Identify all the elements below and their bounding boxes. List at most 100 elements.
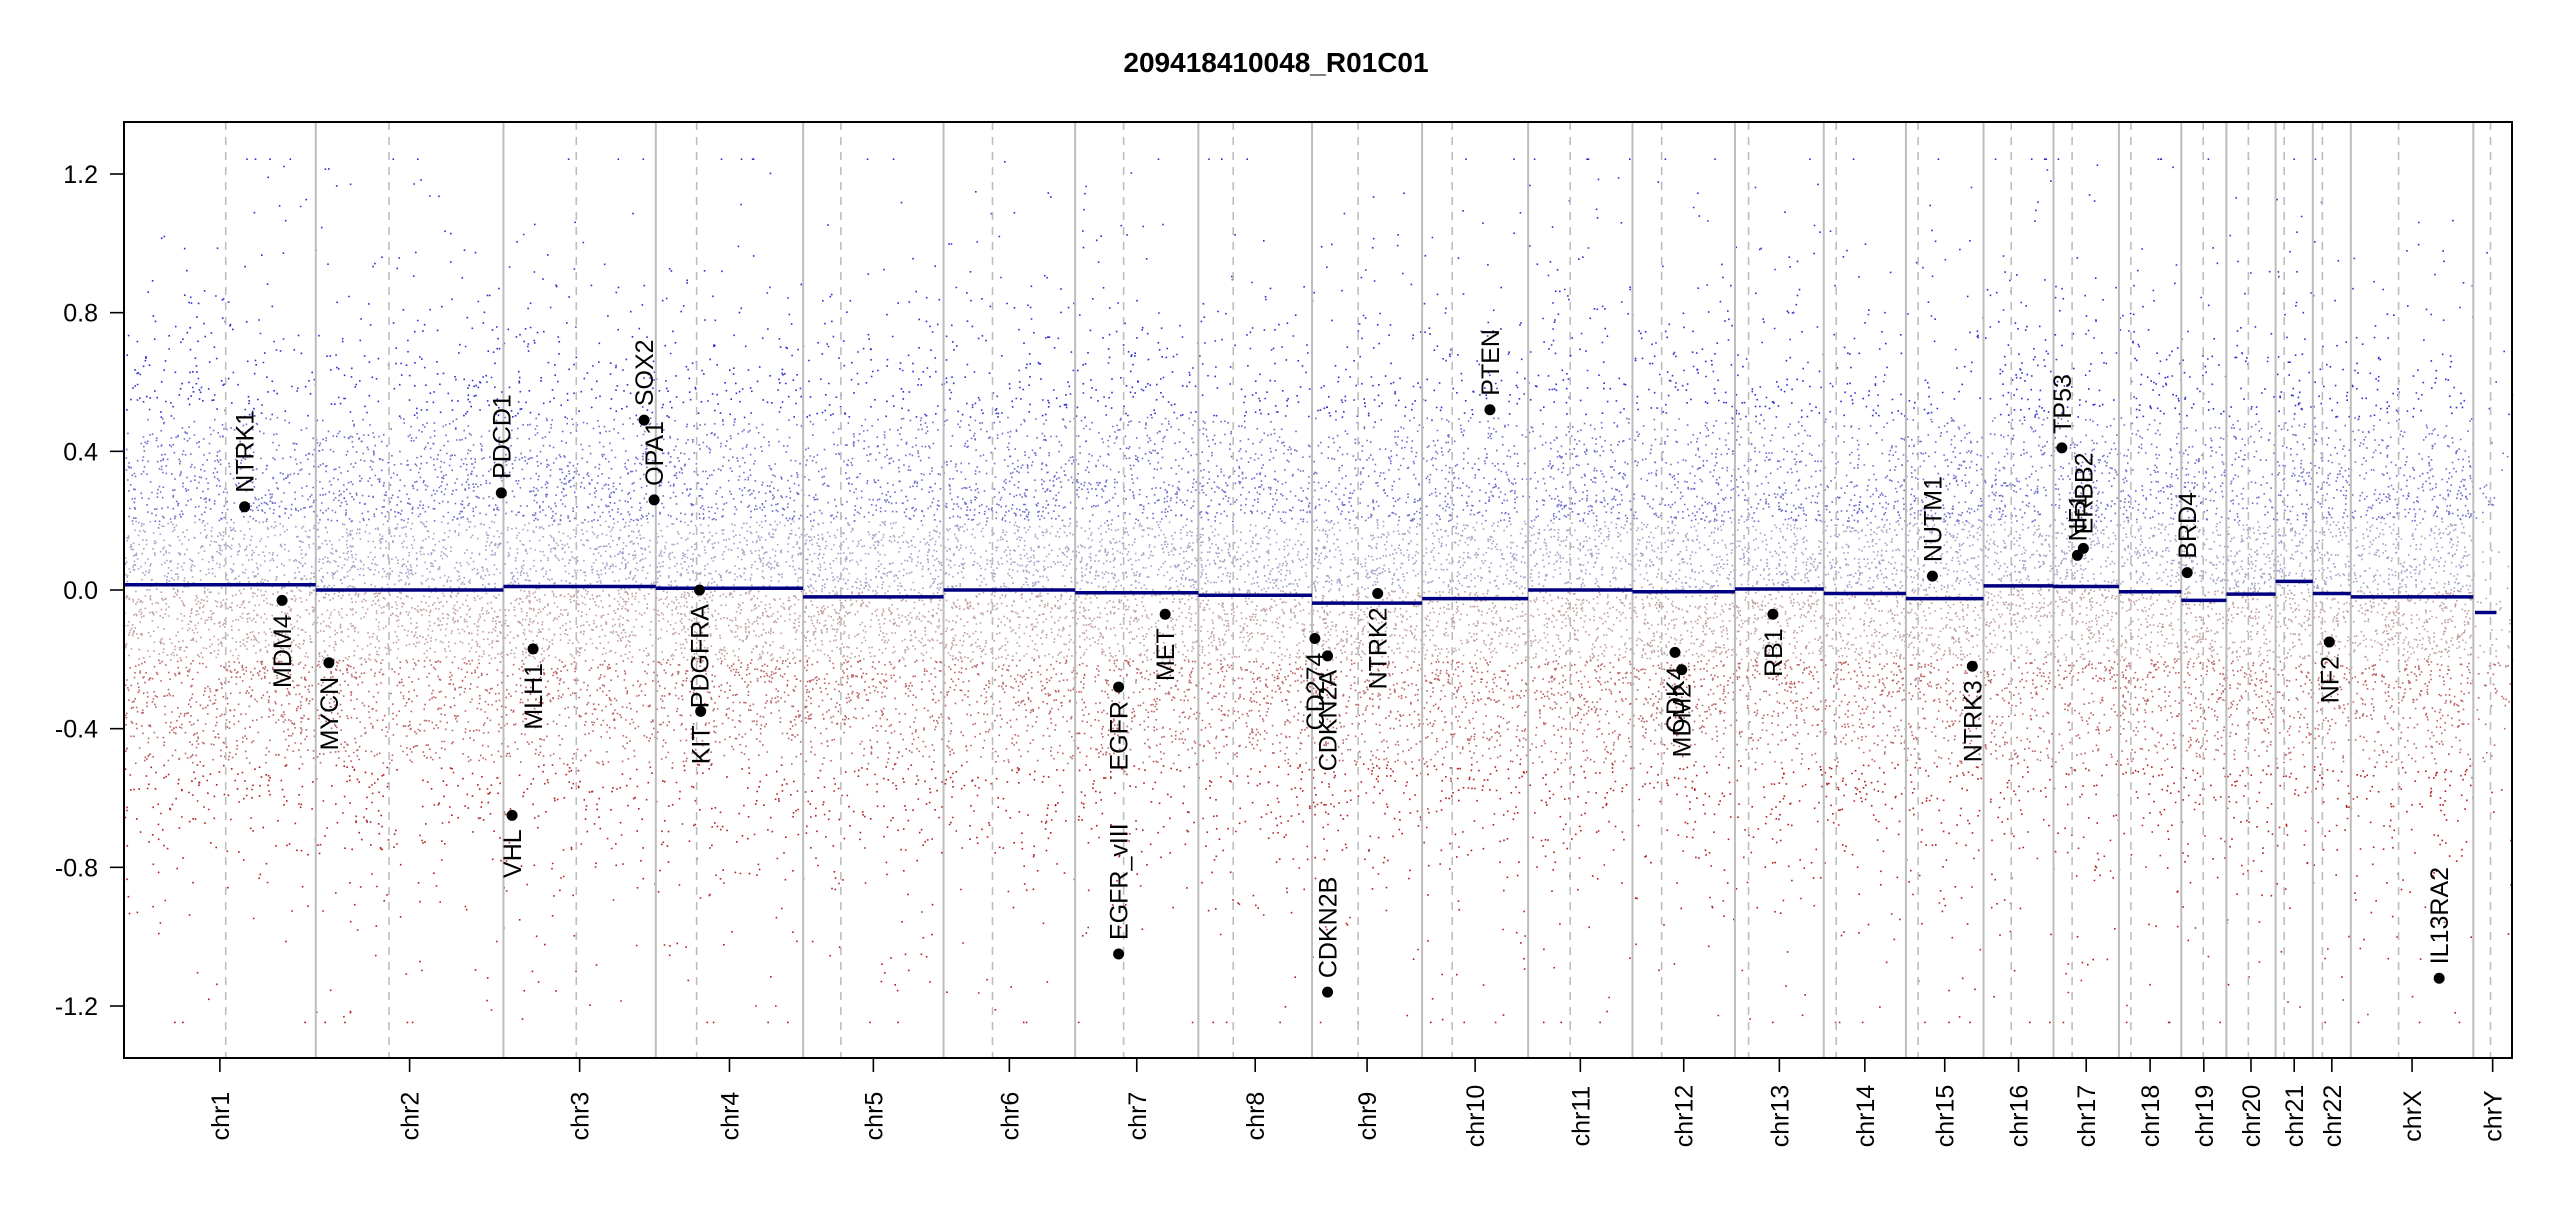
gene-point-EGFR — [1113, 681, 1125, 693]
gene-point-PDGFRA — [694, 584, 706, 596]
chromosome-label: chr16 — [2006, 1085, 2034, 1148]
gene-point-NTRK2 — [1372, 587, 1384, 599]
gene-point-EGFR_vIII — [1113, 948, 1125, 960]
chromosome-label: chr15 — [1932, 1085, 1960, 1148]
gene-markers: NTRK1 MDM4 MYCN PDCD1 VHL MLH1 SOX2 OPA1 PDGFRA K… — [232, 329, 2454, 998]
gene-label-CDKN2A: CDKN2A — [1315, 670, 1343, 772]
gene-label-NF2: NF2 — [2316, 656, 2344, 703]
y-tick-label: 0.0 — [63, 577, 98, 605]
gene-point-NUTM1 — [1926, 570, 1938, 582]
y-tick-label: 0.8 — [63, 300, 98, 328]
gene-point-PDCD1 — [495, 487, 507, 499]
gene-point-TP53 — [2056, 442, 2068, 454]
gene-label-MYCN: MYCN — [316, 677, 344, 751]
gain-probes — [126, 158, 2514, 419]
gene-point-CDKN2A — [1322, 650, 1334, 662]
chromosome-label: chrY — [2480, 1090, 2508, 1142]
y-tick-label: -0.4 — [55, 716, 98, 744]
chromosome-label: chr3 — [567, 1092, 595, 1141]
chromosome-label: chr11 — [1567, 1086, 1595, 1147]
y-tick-label: 0.4 — [63, 438, 98, 466]
gene-point-IL13RA2 — [2433, 972, 2445, 984]
gene-label-EGFR_vIII: EGFR_vIII — [1106, 823, 1134, 940]
gene-label-KIT: KIT — [688, 725, 716, 764]
chromosome-label: chr4 — [716, 1092, 744, 1141]
gene-label-PTEN: PTEN — [1477, 329, 1505, 396]
chromosome-label: chr20 — [2238, 1085, 2266, 1148]
gene-label-CDK4: CDK4 — [1662, 666, 1690, 733]
gene-label-PDGFRA: PDGFRA — [687, 604, 715, 709]
gene-point-BRD4 — [2181, 567, 2193, 579]
gene-point-PTEN — [1484, 404, 1496, 416]
chromosome-label: chr1 — [207, 1092, 235, 1141]
gene-point-NTRK1 — [239, 501, 251, 513]
chromosome-label: chrX — [2399, 1090, 2427, 1142]
chromosome-label: chr21 — [2281, 1085, 2309, 1148]
chromosome-label: chr22 — [2319, 1085, 2347, 1148]
gene-label-MLH1: MLH1 — [520, 663, 548, 730]
segments — [124, 579, 2497, 615]
chromosome-label: chr14 — [1852, 1085, 1880, 1148]
chromosome-label: chr8 — [1242, 1092, 1270, 1141]
chart-title: 209418410048_R01C01 — [1123, 47, 1428, 78]
gene-point-VHL — [506, 809, 518, 821]
gene-point-RB1 — [1767, 608, 1779, 620]
y-tick-label: 1.2 — [63, 161, 98, 189]
chromosome-label: chr5 — [860, 1092, 888, 1141]
gene-point-MLH1 — [527, 643, 539, 655]
chromosome-label: chr17 — [2073, 1085, 2101, 1148]
gain-probes — [125, 416, 2514, 523]
gene-point-MDM4 — [276, 594, 288, 606]
chromosome-label: chr10 — [1462, 1085, 1490, 1148]
chromosome-label: chr18 — [2137, 1085, 2165, 1148]
chromosome-label: chr2 — [397, 1092, 425, 1141]
chromosome-label: chr19 — [2191, 1085, 2219, 1148]
gene-label-BRD4: BRD4 — [2174, 492, 2202, 559]
gene-label-PDCD1: PDCD1 — [488, 394, 516, 479]
gene-label-VHL: VHL — [499, 829, 527, 878]
gene-label-NUTM1: NUTM1 — [1919, 476, 1947, 562]
gene-point-KIT — [695, 705, 707, 717]
gene-label-EGFR: EGFR — [1106, 701, 1134, 770]
gene-label-CDKN2B: CDKN2B — [1315, 877, 1343, 978]
gene-label-ERBB2: ERBB2 — [2070, 452, 2098, 534]
gene-label-NTRK2: NTRK2 — [1365, 607, 1393, 689]
chromosome-label: chr6 — [996, 1092, 1024, 1141]
gene-point-CDK4 — [1669, 646, 1681, 658]
chromosome-label: chr12 — [1671, 1085, 1699, 1148]
gene-label-NF1: NF1 — [2064, 494, 2092, 541]
gene-label-NTRK3: NTRK3 — [1959, 680, 1987, 762]
gene-label-NTRK1: NTRK1 — [232, 411, 260, 493]
loss-probes — [124, 659, 2514, 765]
gene-label-OPA1: OPA1 — [641, 421, 669, 486]
chromosome-label: chr9 — [1354, 1092, 1382, 1141]
gene-point-MYCN — [323, 657, 335, 669]
gene-label-TP53: TP53 — [2049, 374, 2077, 434]
gene-label-MDM2: MDM2 — [1669, 684, 1697, 758]
gene-point-MET — [1159, 608, 1171, 620]
gene-label-SOX2: SOX2 — [631, 339, 659, 406]
gene-point-MDM2 — [1676, 664, 1688, 676]
gene-label-MET: MET — [1152, 628, 1180, 681]
gene-point-NTRK3 — [1966, 660, 1978, 672]
chromosome-label: chr7 — [1124, 1092, 1152, 1141]
gene-point-ERBB2 — [2077, 542, 2089, 554]
gene-label-RB1: RB1 — [1760, 628, 1788, 677]
gene-point-SOX2 — [638, 414, 650, 426]
gene-point-NF2 — [2323, 636, 2335, 648]
gene-point-OPA1 — [648, 494, 660, 506]
gene-point-CD274 — [1309, 633, 1321, 645]
loss-probes — [124, 590, 2514, 661]
y-tick-label: -0.8 — [55, 854, 98, 882]
gene-label-MDM4: MDM4 — [269, 614, 297, 688]
gene-label-IL13RA2: IL13RA2 — [2426, 867, 2454, 964]
gene-point-CDKN2B — [1322, 986, 1334, 998]
probe-points — [124, 158, 2514, 1024]
y-tick-label: -1.2 — [55, 993, 98, 1021]
gene-label-CD274: CD274 — [1302, 652, 1330, 730]
chromosome-label: chr13 — [1766, 1085, 1794, 1148]
gain-probes — [124, 520, 2513, 592]
axes: chr1 chr2 chr3 chr4 chr5 chr6 chr7 chr8 chr9 chr1… — [55, 121, 2513, 1148]
